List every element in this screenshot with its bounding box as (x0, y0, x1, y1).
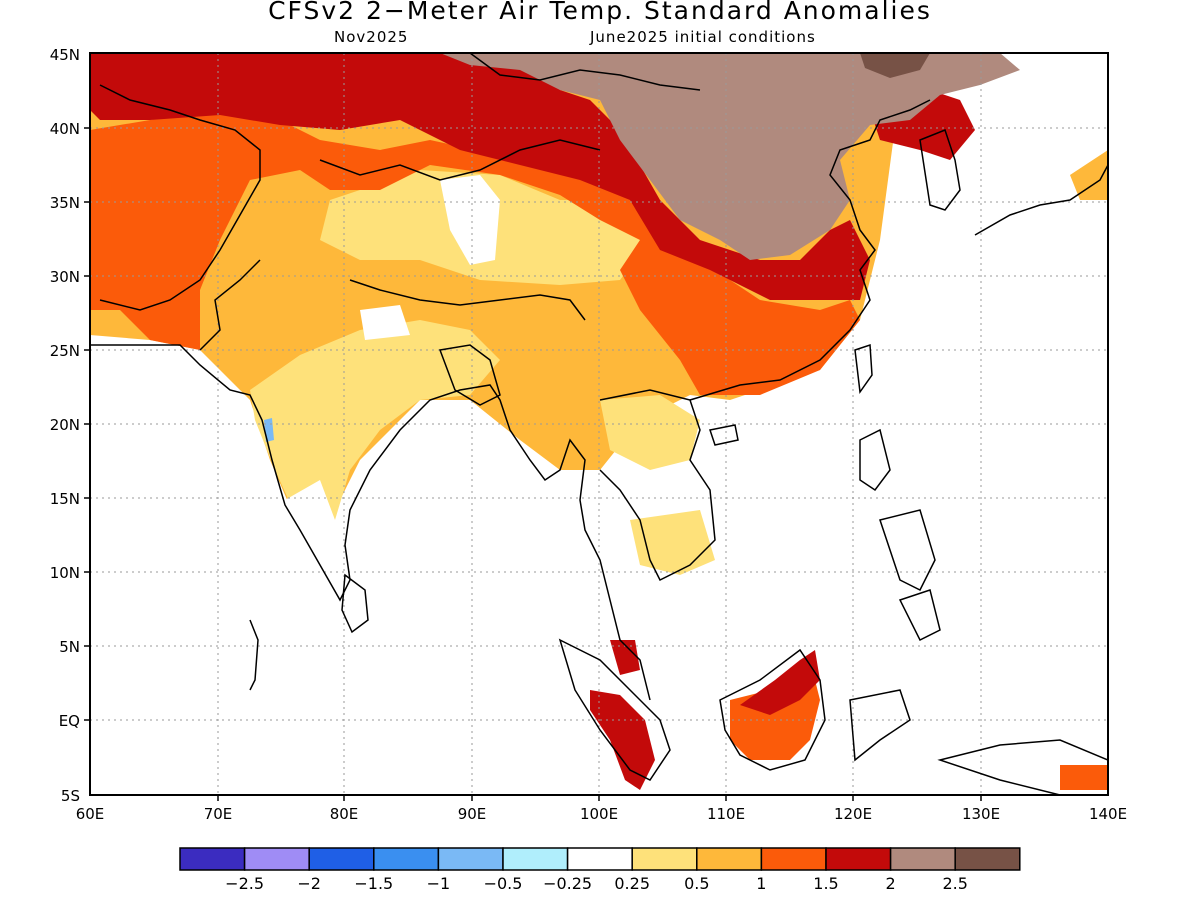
colorbar-swatch (889, 847, 956, 871)
y-tick-label: 45N (50, 46, 80, 64)
colorbar-swatch (696, 847, 763, 871)
colorbar-label: −0.25 (543, 874, 592, 893)
x-tick-label: 80E (330, 805, 359, 823)
gridlines (90, 53, 1108, 795)
colorbar-swatch (373, 847, 440, 871)
colorbar-swatch (179, 847, 246, 871)
map-title: CFSv2 2−Meter Air Temp. Standard Anomali… (268, 0, 932, 25)
region-025-anomaly (440, 175, 500, 265)
y-tick-label: 40N (50, 120, 80, 138)
colorbar-label: 2.5 (942, 874, 967, 893)
colorbar-swatch (760, 847, 827, 871)
colorbar-swatch (243, 847, 310, 871)
colorbar-label: 1 (756, 874, 766, 893)
region-3-anomaly (860, 53, 930, 78)
region-025-anomaly (360, 305, 410, 340)
colorbar-swatch (825, 847, 892, 871)
colorbar-swatch (954, 847, 1021, 871)
y-tick-label: 35N (50, 194, 80, 212)
x-tick-label: 120E (834, 805, 872, 823)
region-15-anomaly (90, 110, 860, 395)
x-tick-label: 90E (458, 805, 487, 823)
colorbar-label: −2.5 (225, 874, 264, 893)
x-tick-label: 140E (1089, 805, 1127, 823)
y-tick-label: 5S (61, 787, 80, 805)
coastlines (90, 53, 1108, 795)
region-japan-anomaly (1070, 150, 1108, 200)
colorbar-swatch (437, 847, 504, 871)
region-025-anomaly (285, 480, 335, 560)
x-tick-label: 60E (76, 805, 105, 823)
region-25-anomaly (440, 53, 1020, 260)
y-tick-label: 15N (50, 490, 80, 508)
y-tick-label: 20N (50, 416, 80, 434)
colorbar-swatch (308, 847, 375, 871)
region-png-anomaly (1060, 765, 1108, 790)
colorbar-label: 2 (886, 874, 896, 893)
region-05-anomaly (600, 395, 700, 470)
colorbar-label: 0.25 (614, 874, 650, 893)
y-tick-label: EQ (59, 712, 80, 730)
region-sumatra-anomaly (590, 690, 655, 790)
region-05-anomaly (630, 510, 715, 575)
y-tick-label: 10N (50, 564, 80, 582)
x-tick-label: 110E (707, 805, 745, 823)
colorbar-label: −1.5 (354, 874, 393, 893)
region-2-anomaly (90, 53, 870, 300)
x-tick-label: 100E (580, 805, 618, 823)
colorbar-label: −1 (427, 874, 451, 893)
init-conditions: June2025 initial conditions (590, 28, 816, 46)
y-tick-label: 5N (59, 638, 80, 656)
colorbar: −2.5 −2 −1.5 −1 −0.5 −0.25 0.25 0.5 1 1.5 2 2.5 (179, 847, 1021, 893)
colorbar-label: −2 (297, 874, 321, 893)
tick-marks (84, 127, 982, 801)
colorbar-swatch (566, 847, 633, 871)
colorbar-label: −0.5 (484, 874, 523, 893)
colorbar-label: 0.5 (684, 874, 709, 893)
valid-month: Nov2025 (334, 28, 409, 46)
x-tick-label: 130E (962, 805, 1000, 823)
colorbar-label: 1.5 (813, 874, 838, 893)
y-tick-label: 25N (50, 342, 80, 360)
x-tick-label: 70E (204, 805, 233, 823)
colorbar-swatch (502, 847, 569, 871)
region-05-anomaly (250, 320, 500, 525)
y-tick-label: 30N (50, 268, 80, 286)
region-malaya-anomaly (610, 640, 640, 675)
region-borneo-anomaly (740, 650, 820, 715)
colorbar-swatch (631, 847, 698, 871)
